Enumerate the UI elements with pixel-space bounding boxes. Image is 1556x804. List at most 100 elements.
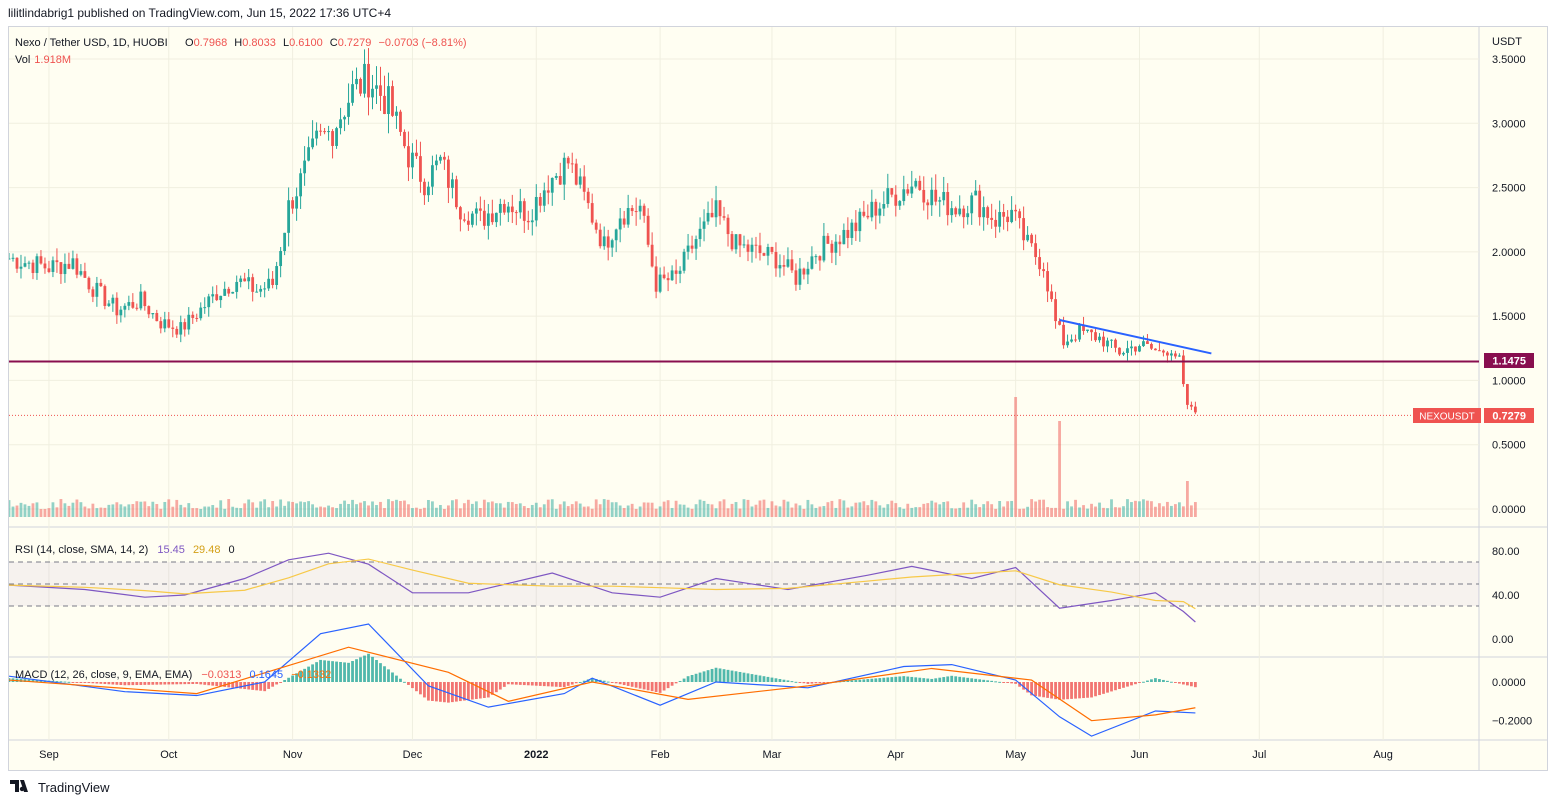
macd-histogram-bar [706, 670, 710, 682]
candle-body [371, 88, 374, 98]
candle-body [686, 245, 690, 252]
volume-bar [355, 504, 358, 517]
volume-bar [155, 504, 159, 517]
candle-body [1178, 355, 1181, 357]
macd-histogram-bar [910, 676, 914, 682]
candle-body [347, 102, 350, 117]
macd-histogram-bar [431, 682, 434, 701]
trendline[interactable] [1059, 319, 1212, 355]
candle-body [1038, 257, 1041, 270]
volume-bar [758, 500, 762, 517]
macd-histogram-bar [147, 682, 151, 685]
volume-bar [494, 503, 498, 517]
volume-bar [978, 507, 982, 517]
macd-histogram-bar [994, 681, 998, 683]
chart-frame[interactable]: 3.5000 3.0000 2.5000 2.0000 1.5000 1.0000 0.50… [7, 26, 1548, 771]
macd-histogram-bar [686, 676, 690, 682]
macd-histogram-bar [23, 679, 27, 682]
candle-body [1110, 339, 1113, 341]
volume-bar [762, 499, 766, 517]
candle-body [610, 240, 614, 248]
time-tick-label: May [1005, 749, 1026, 761]
macd-histogram-bar [83, 682, 87, 683]
candle-body [462, 219, 466, 221]
candle-body [235, 281, 239, 292]
macd-histogram-bar [447, 682, 450, 703]
candle-body [838, 241, 842, 245]
chart-canvas[interactable]: 3.5000 3.0000 2.5000 2.0000 1.5000 1.0000 0.50… [7, 27, 1547, 770]
volume-bar [203, 506, 207, 517]
macd-histogram-bar [99, 682, 103, 684]
volume-bar [502, 507, 506, 517]
candle-body [163, 319, 167, 329]
macd-histogram-bar [167, 682, 171, 685]
volume-bar [626, 505, 630, 517]
macd-histogram-bar [946, 676, 950, 682]
macd-histogram-bar [299, 671, 303, 682]
macd-histogram-bar [718, 668, 722, 682]
volume-bar [211, 505, 215, 517]
volume-bar [27, 505, 31, 517]
candle-body [67, 263, 71, 269]
volume-bar [450, 500, 454, 517]
volume-bar [339, 503, 342, 517]
macd-histogram-bar [143, 682, 147, 685]
volume-bar [566, 506, 570, 517]
volume-bar [1174, 504, 1177, 517]
candle-body [171, 327, 175, 329]
macd-histogram-bar [610, 682, 614, 683]
macd-histogram-bar [195, 682, 199, 684]
macd-histogram-bar [183, 682, 187, 685]
macd-histogram-bar [710, 668, 714, 682]
volume-bar [734, 502, 738, 517]
candle-body [35, 256, 39, 273]
macd-histogram-bar [630, 682, 634, 687]
volume-bar [187, 503, 191, 517]
axes: 3.5000 3.0000 2.5000 2.0000 1.5000 1.0000 0.50… [39, 54, 1532, 761]
volume-bar [199, 508, 203, 517]
macd-histogram-bar [71, 682, 75, 683]
drawings[interactable] [9, 319, 1479, 416]
volume-bar [702, 500, 706, 517]
footer[interactable]: TradingView [10, 779, 110, 796]
volume-bar [730, 503, 734, 517]
volume-bar [247, 499, 251, 517]
candle-body [119, 309, 123, 316]
candle-body [702, 221, 706, 229]
volume-bar [866, 505, 870, 517]
volume-bar [698, 499, 702, 517]
macd-histogram-bar [894, 676, 898, 682]
rsi-line [8, 552, 1196, 623]
macd-histogram-bar [694, 673, 698, 682]
candle-body [762, 253, 766, 256]
macd-histogram-bar [103, 682, 107, 685]
candle-body [1142, 341, 1145, 347]
volume-bar [686, 507, 690, 517]
candle-body [1114, 339, 1117, 348]
macd-histogram-bar [554, 682, 558, 687]
macd-histogram-bar [762, 676, 766, 682]
volume-bar [223, 508, 227, 517]
candle-body [706, 212, 710, 222]
macd-histogram-bar [674, 682, 678, 684]
macd-histogram-bar [958, 676, 962, 682]
macd-histogram-bar [1038, 682, 1041, 697]
macd-histogram-bar [203, 682, 207, 685]
candle-body [167, 319, 171, 328]
macd-histogram-bar [470, 682, 474, 700]
macd-histogram-bar [367, 653, 370, 682]
macd-histogram-bar [423, 682, 426, 698]
macd-histogram-bar [275, 682, 279, 685]
volume-bar [1070, 506, 1073, 517]
price-tick-label: 2.0000 [1492, 247, 1526, 259]
price-tick-label: 3.5000 [1492, 54, 1526, 66]
candle-body [902, 189, 906, 202]
macd-histogram-bar [722, 669, 726, 682]
candle-body [1022, 218, 1026, 241]
candle-body [994, 219, 998, 227]
macd-histogram-bar [1002, 682, 1006, 683]
price-tick-label: 3.0000 [1492, 118, 1526, 130]
volume-bar [982, 504, 986, 517]
candle-body [742, 244, 746, 246]
volume-bar [834, 507, 838, 517]
